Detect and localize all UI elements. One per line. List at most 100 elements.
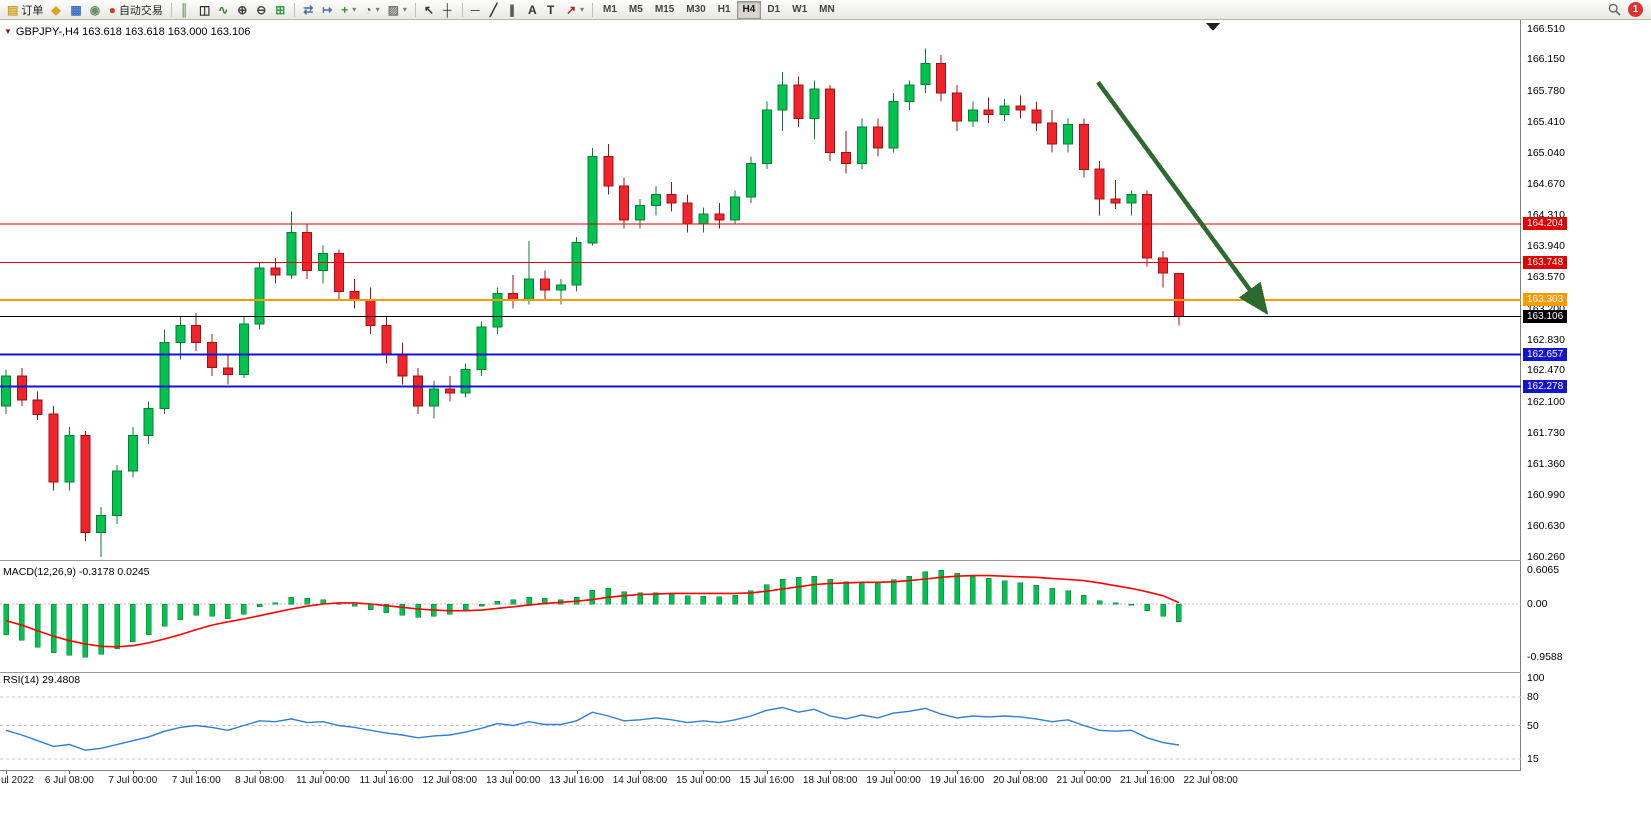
- grid-button[interactable]: ⊞: [271, 1, 290, 19]
- navigator-button[interactable]: ◉: [86, 1, 105, 19]
- time-tick: [69, 771, 71, 774]
- price-tick-label: 163.940: [1527, 240, 1565, 253]
- tab-timeframe-m1[interactable]: M1: [597, 1, 623, 19]
- time-tick: [513, 771, 515, 774]
- tab-timeframe-d1[interactable]: D1: [761, 1, 786, 19]
- market-watch-icon: ▦: [70, 2, 82, 17]
- chart-shift-button[interactable]: ↦: [318, 1, 337, 19]
- time-axis-label: 18 Jul 08:00: [802, 775, 858, 786]
- candles: [1, 48, 1184, 557]
- time-axis-label: 15 Jul 00:00: [676, 775, 731, 786]
- tab-timeframe-m30[interactable]: M30: [680, 1, 711, 19]
- time-axis-label: 12 Jul 08:00: [422, 775, 478, 786]
- price-level-tag: 163.303: [1523, 293, 1568, 307]
- price-tick-label: 162.470: [1527, 364, 1565, 377]
- profiles-icon: ◆: [51, 2, 61, 17]
- chart-title-row: ▼ GBPJPY-,H4 163.618 163.618 163.000 163…: [4, 26, 250, 38]
- time-axis[interactable]: ul 2022 6 Jul 08:00 7 Jul 00:00 7 Jul 16:00…: [0, 770, 1521, 788]
- auto-trading-button[interactable]: ● 自动交易: [105, 1, 167, 19]
- trend-arrow-annotation[interactable]: [1096, 80, 1269, 316]
- new-order-icon: ▤: [7, 2, 19, 17]
- line-chart-button[interactable]: ∿: [214, 1, 233, 19]
- trendline-icon: ╱: [489, 2, 498, 17]
- tab-timeframe-w1[interactable]: W1: [786, 1, 813, 19]
- time-axis-label: 11 Jul 00:00: [296, 775, 350, 786]
- time-axis-label: 8 Jul 08:00: [235, 775, 285, 786]
- price-tick-label: 165.780: [1527, 84, 1565, 97]
- dropdown-arrow-icon: ▾: [352, 5, 357, 14]
- price-tick-label: 160.630: [1527, 519, 1565, 532]
- rsi-tick-label: 50: [1527, 719, 1539, 732]
- arrows-button[interactable]: ↗ ▾: [562, 1, 588, 19]
- tab-timeframe-m5[interactable]: M5: [623, 1, 649, 19]
- text-label-button[interactable]: T: [543, 1, 562, 19]
- time-axis-label: 19 Jul 00:00: [866, 775, 921, 786]
- channel-button[interactable]: ∥: [505, 1, 524, 19]
- bar-chart-icon: ║: [179, 2, 189, 17]
- chart-title: GBPJPY-,H4 163.618 163.618 163.000 163.1…: [15, 26, 251, 38]
- indicators-icon: +: [341, 2, 349, 17]
- macd-label: MACD(12,26,9) -0.3178 0.0245: [3, 566, 150, 578]
- macd-histogram: [3, 570, 1182, 658]
- crosshair-icon: ┼: [442, 2, 452, 17]
- price-tick-label: 162.830: [1527, 333, 1565, 346]
- price-tick-label: 166.150: [1527, 53, 1565, 66]
- new-order-button[interactable]: ▤ 订单: [3, 1, 47, 19]
- time-axis-label: 14 Jul 08:00: [612, 775, 668, 786]
- auto-trading-icon: ●: [108, 2, 116, 17]
- chart-shift-marker[interactable]: [1206, 23, 1220, 31]
- time-tick: [132, 771, 134, 774]
- rsi-label: RSI(14) 29.4808: [3, 674, 81, 686]
- crosshair-button[interactable]: ┼: [439, 1, 458, 19]
- tab-timeframe-h4[interactable]: H4: [736, 0, 762, 19]
- price-tick-label: 165.040: [1527, 147, 1565, 160]
- time-axis-label: 15 Jul 16:00: [739, 775, 795, 786]
- time-axis-label: 22 Jul 08:00: [1183, 775, 1238, 786]
- auto-trading-button-label: 自动交易: [118, 4, 163, 17]
- zoom-out-button[interactable]: ⊖: [252, 1, 271, 19]
- time-tick: [323, 771, 324, 774]
- macd-panel[interactable]: [0, 560, 1521, 672]
- auto-scroll-button[interactable]: ⇄: [299, 1, 318, 19]
- horizontal-line-button[interactable]: ─: [467, 1, 486, 19]
- templates-button[interactable]: ▨ ▾: [384, 1, 411, 19]
- tab-timeframe-h1[interactable]: H1: [712, 1, 737, 19]
- search-button[interactable]: [1604, 1, 1625, 19]
- text-button[interactable]: A: [524, 1, 543, 19]
- time-tick: [1147, 771, 1149, 774]
- price-level-tag: 163.748: [1523, 255, 1568, 269]
- tab-timeframe-mn[interactable]: MN: [813, 1, 841, 19]
- indicators-button[interactable]: + ▾: [337, 1, 360, 19]
- candlestick-chart-button[interactable]: ◫: [195, 1, 214, 19]
- time-axis-label: 11 Jul 16:00: [359, 775, 414, 786]
- rsi-panel[interactable]: [0, 672, 1521, 770]
- zoom-in-button[interactable]: ⊕: [233, 1, 252, 19]
- tab-timeframe-m15[interactable]: M15: [649, 1, 680, 19]
- toolbar-separator: [170, 2, 172, 17]
- profiles-button[interactable]: ◆: [47, 1, 66, 19]
- price-axis[interactable]: 166.510 166.150 165.780 165.410 165.040 164.6…: [1522, 20, 1651, 830]
- toolbar-separator: [461, 2, 463, 17]
- periods-button[interactable]: ◔ ▾: [360, 1, 383, 19]
- auto-scroll-icon: ⇄: [303, 2, 314, 17]
- notification-badge[interactable]: 1: [1628, 2, 1643, 17]
- market-watch-button[interactable]: ▦: [66, 1, 85, 19]
- time-tick: [259, 771, 261, 774]
- trendline-button[interactable]: ╱: [486, 1, 505, 19]
- price-level-tag: 164.204: [1523, 217, 1568, 231]
- zoom-in-icon: ⊕: [237, 2, 248, 17]
- price-tick-label: 160.260: [1527, 551, 1565, 563]
- text-icon: A: [527, 2, 537, 17]
- candlestick-chart[interactable]: [0, 20, 1521, 560]
- time-axis-label: 7 Jul 16:00: [171, 775, 221, 786]
- time-axis-label: 20 Jul 08:00: [993, 775, 1048, 786]
- channel-icon: ∥: [508, 2, 515, 17]
- bar-chart-button[interactable]: ║: [176, 1, 195, 19]
- price-tick-label: 160.990: [1527, 489, 1565, 502]
- price-tick-label: 161.360: [1527, 458, 1565, 471]
- current-price-tag: 163.106: [1523, 310, 1568, 324]
- one-click-trading-toggle[interactable]: ▼: [4, 27, 12, 36]
- time-axis-label: 6 Jul 08:00: [44, 775, 94, 786]
- macd-tick-label: 0.00: [1527, 598, 1548, 610]
- cursor-button[interactable]: ↖: [420, 1, 439, 19]
